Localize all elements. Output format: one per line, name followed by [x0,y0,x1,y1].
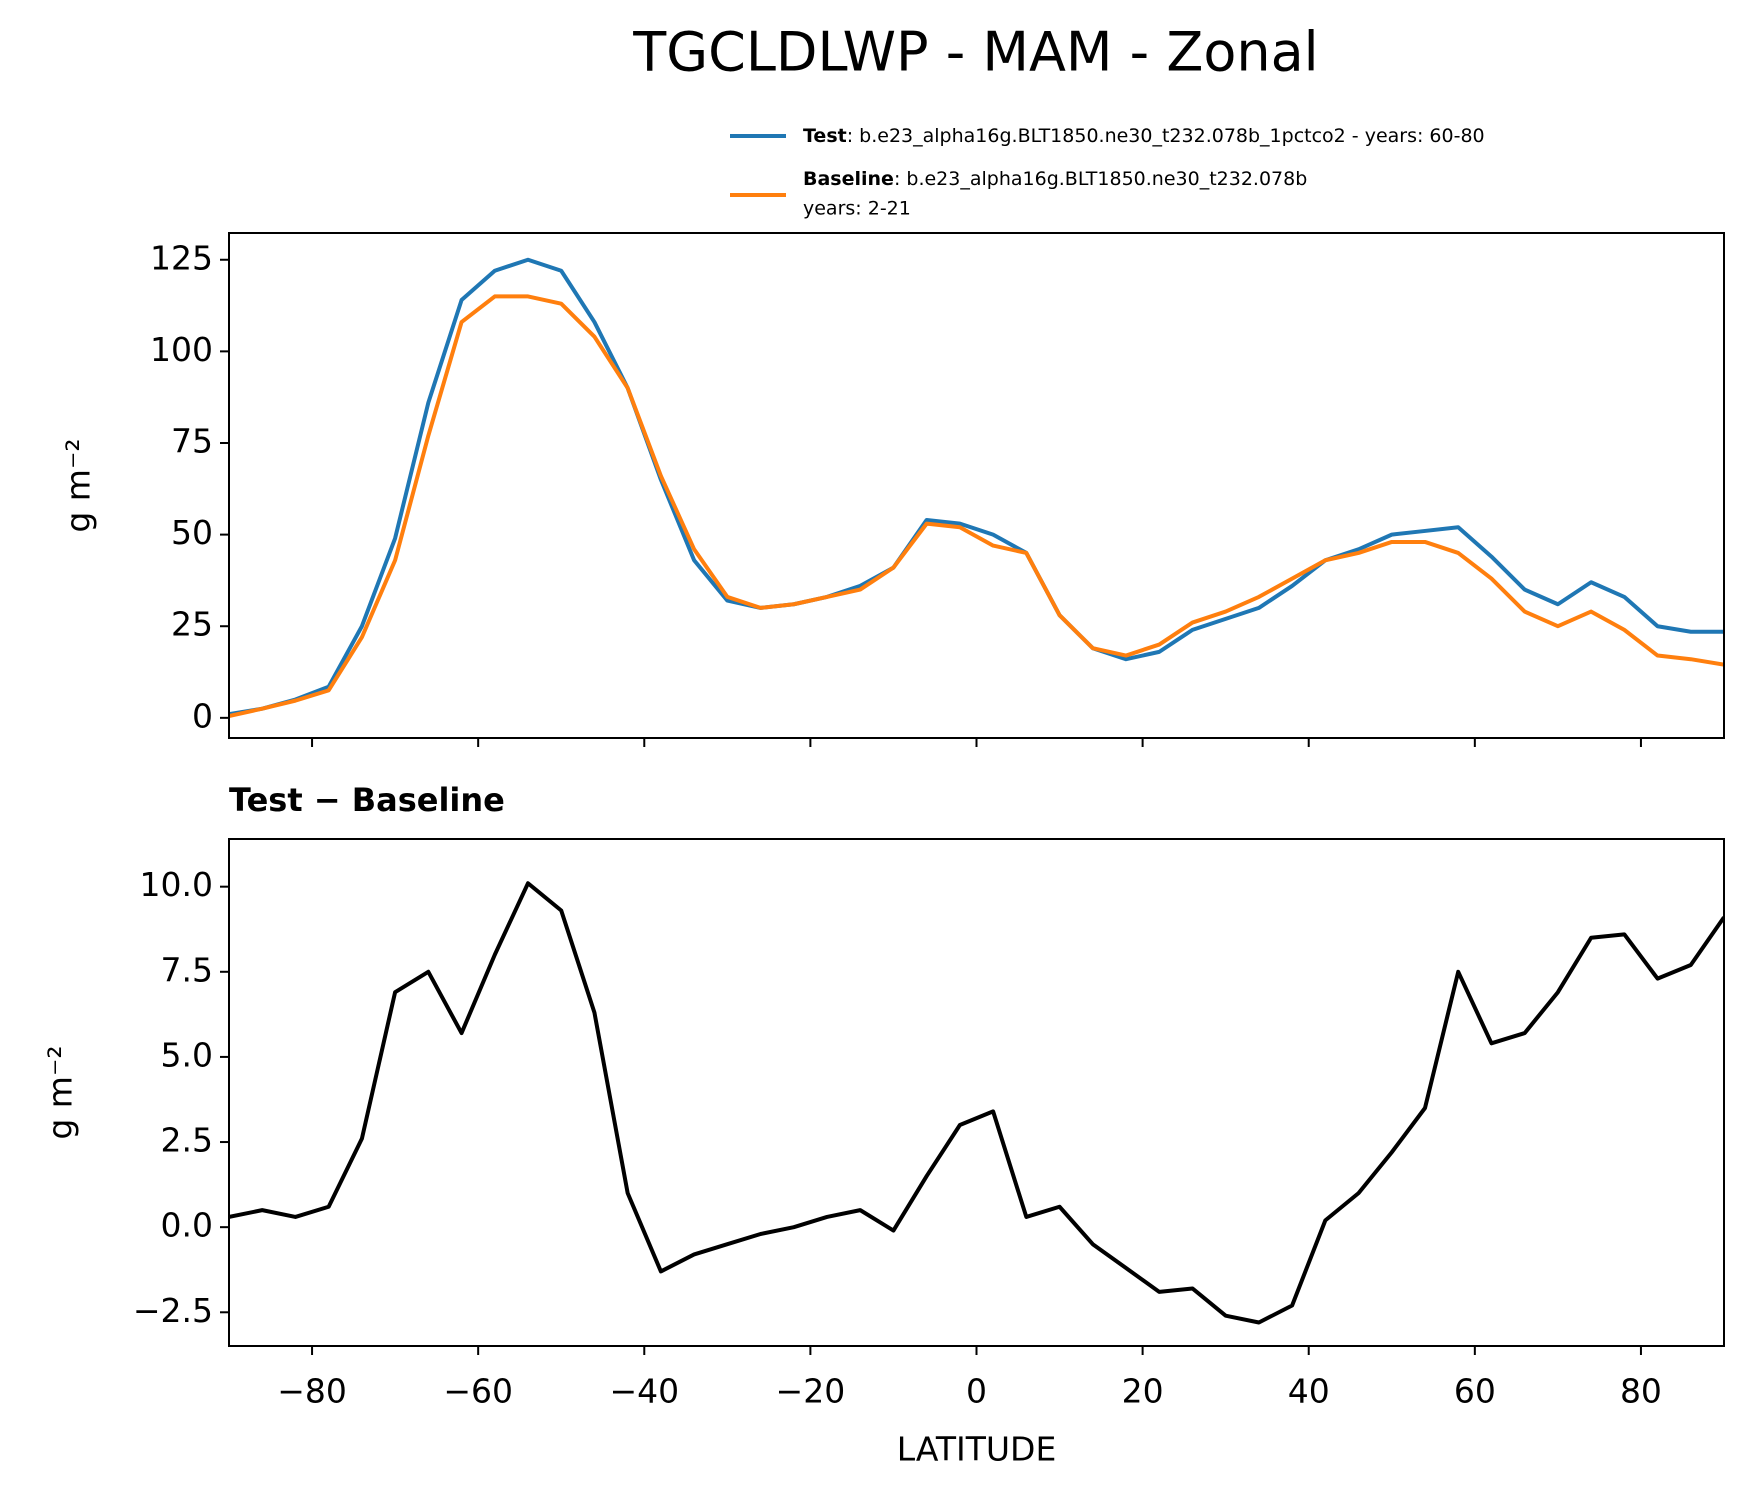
x-tick-label: −40 [609,1372,679,1411]
x-tick-label: 40 [1288,1372,1330,1411]
axes-frame [228,232,1725,739]
legend-text: : b.e23_alpha16g.BLT1850.ne30_t232.078b_… [847,125,1485,147]
x-tick-label: −60 [443,1372,513,1411]
x-tick-label: 20 [1122,1372,1164,1411]
y-tick-label: 125 [150,238,213,277]
y-tick-label: 0.0 [161,1206,213,1245]
legend-text: years: 2-21 [803,198,911,220]
y-tick-label: 5.0 [161,1035,213,1074]
y-tick-label: 100 [150,330,213,369]
legend-text: : b.e23_alpha16g.BLT1850.ne30_t232.078b [894,168,1307,190]
subplot-title: Test − Baseline [229,781,505,819]
x-tick-label: 0 [966,1372,987,1411]
legend-entry: Test: b.e23_alpha16g.BLT1850.ne30_t232.0… [803,125,1485,147]
x-tick-label: 80 [1620,1372,1662,1411]
y-tick-label: 7.5 [161,950,213,989]
data-line [229,257,1724,717]
y-tick-label: 25 [171,605,213,644]
data-line [229,294,1724,718]
legend-name: Baseline [803,168,894,190]
axes-frame [228,838,1725,1347]
y-tick-label: 75 [171,421,213,460]
x-tick-label: 60 [1454,1372,1496,1411]
legend-name: Test [803,125,847,147]
y-axis-label: g m⁻² [41,1045,80,1139]
x-tick-label: −20 [776,1372,846,1411]
data-line [229,881,1724,1325]
y-tick-label: 10.0 [140,865,213,904]
y-tick-label: 50 [171,513,213,552]
figure-title: TGCLDLWP - MAM - Zonal [632,21,1318,84]
y-tick-label: −2.5 [133,1291,213,1330]
y-tick-label: 0 [192,696,213,735]
legend-entry: Baseline: b.e23_alpha16g.BLT1850.ne30_t2… [803,168,1307,190]
y-tick-label: 2.5 [161,1121,213,1160]
x-tick-label: −80 [277,1372,347,1411]
y-axis-label: g m⁻² [59,438,98,532]
x-axis-label: LATITUDE [897,1430,1057,1469]
